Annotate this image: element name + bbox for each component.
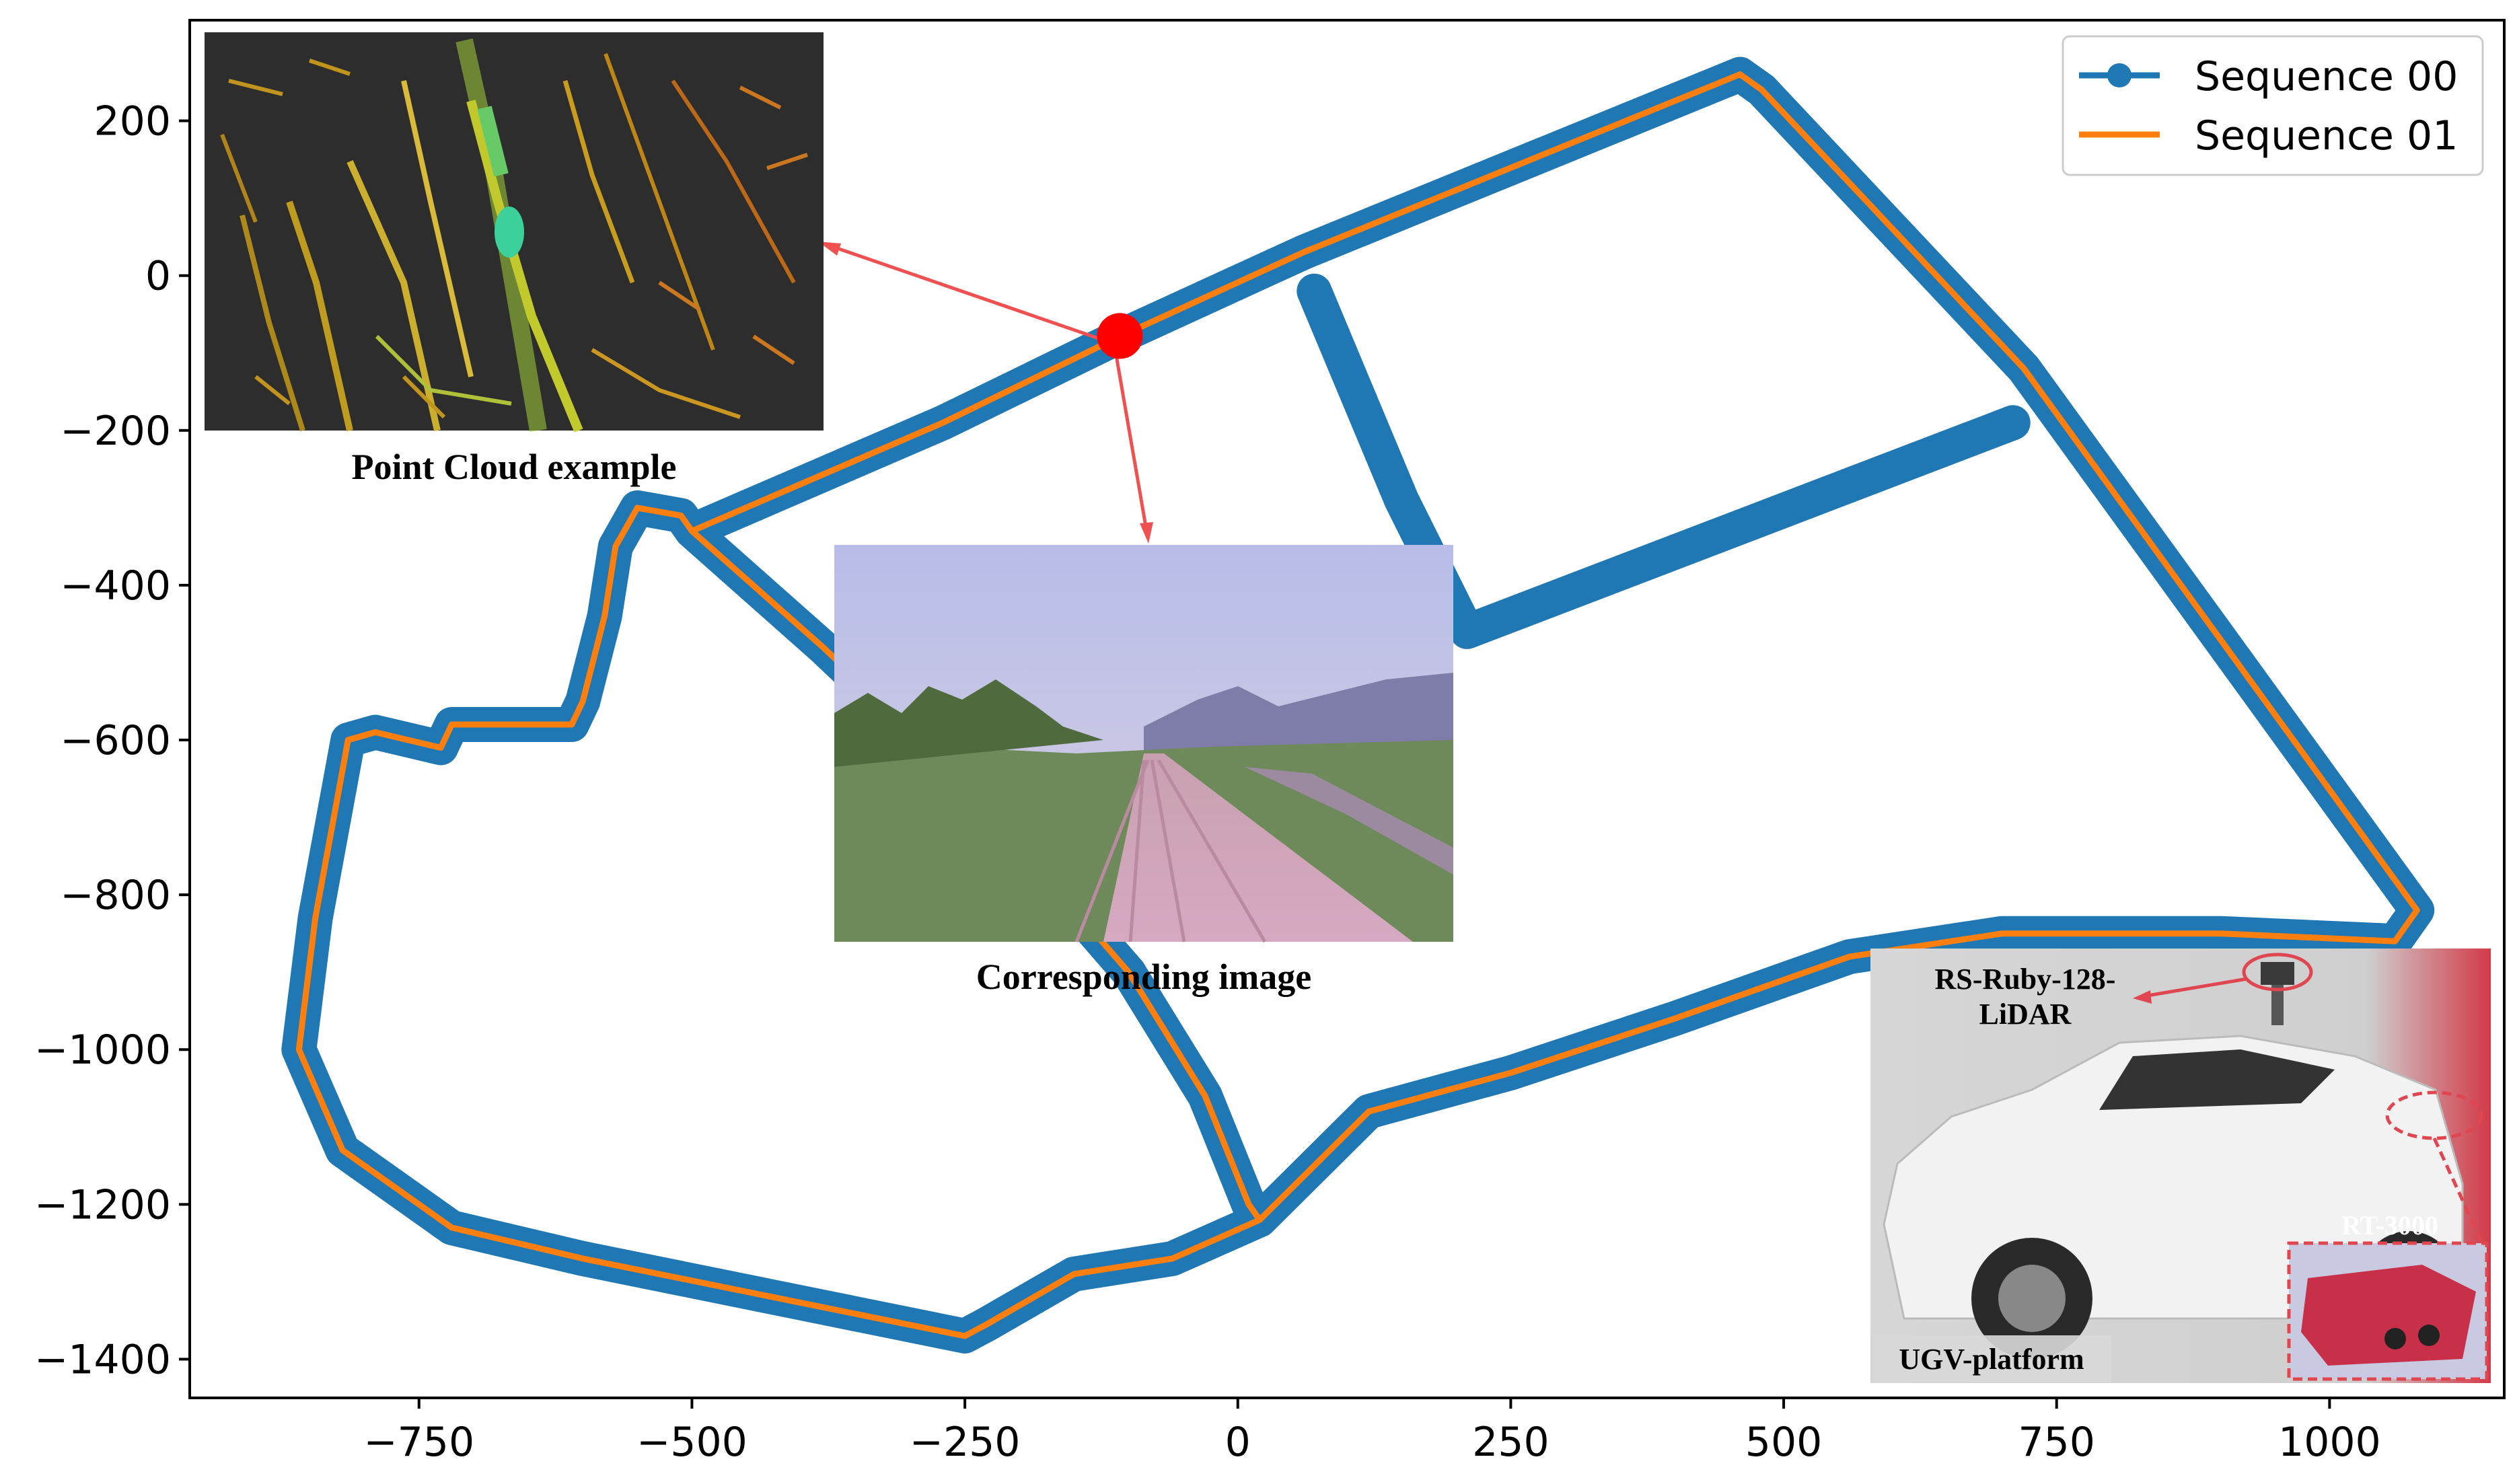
arrow-to-point-cloud <box>823 242 1115 346</box>
x-axis: −750 −500 −250 0 250 500 750 1000 <box>363 1398 2381 1466</box>
lidar-label-line2: LiDAR <box>1979 998 2072 1031</box>
point-cloud-points <box>220 38 808 433</box>
y-tick-label: −600 <box>60 717 171 764</box>
ins-highlight <box>2385 1090 2483 1140</box>
x-tick-label: 0 <box>1225 1419 1251 1466</box>
lidar-highlight <box>2242 953 2313 992</box>
y-tick-label: −1000 <box>34 1027 171 1074</box>
x-tick-label: 500 <box>1745 1419 1823 1466</box>
camera-image-inset: Corresponding image <box>834 545 1453 997</box>
legend-label-sequence-01: Sequence 01 <box>2195 112 2458 159</box>
highlight-group <box>818 242 1153 544</box>
y-tick-label: −1400 <box>34 1336 171 1383</box>
point-cloud-caption: Point Cloud example <box>351 447 676 487</box>
image-caption: Corresponding image <box>976 957 1312 997</box>
point-cloud-inset: Point Cloud example <box>205 32 824 487</box>
highlight-point <box>1097 313 1143 359</box>
arrow-to-lidar-label <box>2139 977 2248 999</box>
arrow-to-image <box>1112 343 1150 539</box>
x-tick-label: −500 <box>636 1419 748 1466</box>
y-tick-label: 0 <box>145 253 171 300</box>
platform-label: UGV-platform <box>1899 1343 2084 1376</box>
ins-label: RT-3000 <box>2341 1210 2438 1240</box>
y-tick-label: −1200 <box>34 1181 171 1228</box>
y-axis: 200 0 −200 −400 −600 −800 −1000 −1200 −1400 <box>34 98 190 1383</box>
x-tick-label: 750 <box>2018 1419 2095 1466</box>
axes-frame <box>188 19 2506 1399</box>
legend: Sequence 00 Sequence 01 <box>2062 35 2484 176</box>
ugv-platform-inset: RS-Ruby-128- LiDAR RT-3000 UGV-platform <box>1870 949 2491 1383</box>
legend-marker-sequence-00 <box>2107 63 2131 87</box>
x-tick-label: 250 <box>1472 1419 1550 1466</box>
arrowhead-point-cloud <box>818 242 841 256</box>
y-tick-label: 200 <box>94 98 171 145</box>
series-sequence-01 <box>295 71 2420 1339</box>
x-tick-label: −250 <box>910 1419 1021 1466</box>
y-tick-label: −800 <box>60 872 171 919</box>
legend-label-sequence-00: Sequence 00 <box>2195 53 2458 100</box>
y-tick-label: −400 <box>60 562 171 609</box>
x-tick-label: 1000 <box>2278 1419 2381 1466</box>
x-tick-label: −750 <box>363 1419 474 1466</box>
lidar-label-line1: RS-Ruby-128- <box>1935 963 2116 996</box>
series-path-1-0 <box>295 71 2420 1339</box>
arrowhead-image <box>1140 522 1153 544</box>
y-tick-label: −200 <box>60 408 171 455</box>
